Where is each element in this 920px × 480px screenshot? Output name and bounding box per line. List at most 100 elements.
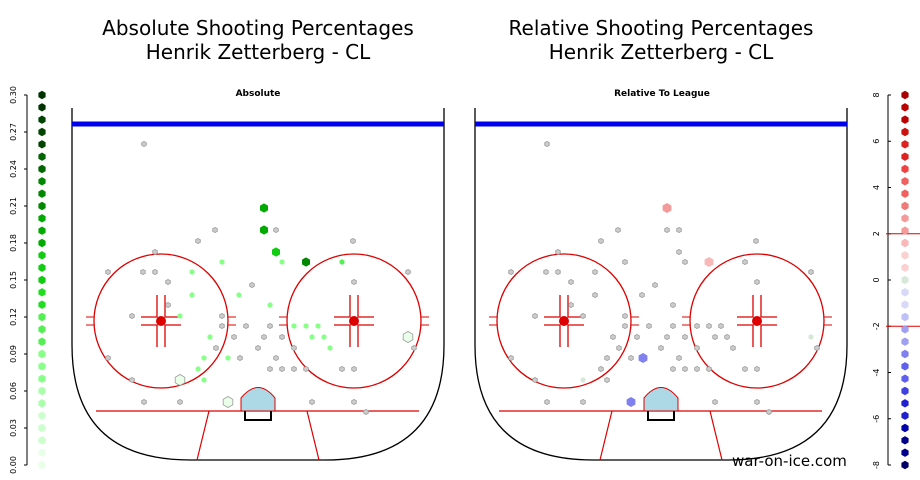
right-shot-point: [622, 312, 628, 320]
right-legend-tick-label: -6: [872, 415, 881, 423]
left-shot-point: [177, 398, 183, 406]
right-shot-point: [555, 268, 561, 276]
left-shot-point: [411, 344, 417, 352]
right-shot-point: [568, 301, 574, 309]
right-legend-swatch: [901, 90, 909, 100]
left-shot-point: [339, 365, 345, 373]
left-net: [244, 411, 272, 421]
right-shot-point: [694, 322, 700, 330]
left-shot-point: [201, 377, 207, 383]
right-shot-point: [808, 334, 814, 340]
right-lmark-left-2: [544, 324, 561, 347]
right-rink: [474, 108, 848, 461]
right-shot-point: [682, 333, 688, 341]
left-legend-swatch: [38, 423, 46, 433]
left-shot-point: [189, 269, 195, 275]
right-shot-point: [568, 278, 574, 286]
left-points: [105, 140, 417, 416]
left-shot-point: [321, 334, 327, 340]
left-shot-point: [339, 259, 345, 265]
right-legend-swatch: [901, 386, 909, 396]
left-shot-point: [351, 278, 357, 286]
right-legend-swatch: [901, 177, 909, 186]
right-lmark-left-0: [544, 295, 561, 318]
right-shot-point: [662, 202, 672, 214]
left-chart-title: Absolute Shooting Percentages Henrik Zet…: [48, 16, 468, 64]
left-shot-point: [279, 333, 285, 341]
right-legend-swatch: [901, 349, 909, 359]
left-shot-point: [140, 268, 146, 276]
left-lmark-right-3: [357, 324, 374, 347]
right-shot-point: [639, 291, 645, 299]
right-shot-point: [664, 226, 670, 234]
right-shot-point: [598, 365, 604, 373]
left-shot-point: [259, 225, 269, 235]
left-shot-point: [141, 140, 147, 148]
right-legend-swatch: [901, 325, 909, 334]
right-legend-swatch: [901, 362, 909, 371]
left-legend-swatch: [38, 362, 46, 371]
right-shot-point: [615, 226, 621, 234]
right-legend-swatch: [901, 436, 909, 445]
right-shot-point: [754, 278, 760, 286]
left-shot-point: [237, 354, 243, 362]
right-legend-swatch: [901, 127, 909, 137]
left-legend-swatch: [38, 374, 46, 383]
left-shot-point: [273, 226, 279, 234]
left-legend-swatch: [38, 152, 46, 161]
right-legend-tick-label: -4: [872, 369, 881, 377]
right-legend-swatch: [901, 374, 909, 383]
left-shot-point: [165, 301, 171, 309]
left-shot-point: [201, 355, 207, 361]
left-shot-point: [255, 344, 261, 352]
right-legend-swatch: [901, 214, 909, 223]
left-shot-point: [279, 365, 285, 373]
left-legend-swatch: [38, 325, 46, 334]
right-shot-point: [592, 268, 598, 276]
right-shot-point: [508, 268, 514, 276]
left-legend-tick-label: 0.27: [9, 123, 18, 141]
left-shot-point: [243, 322, 249, 330]
right-boards: [474, 108, 848, 461]
right-shot-point: [634, 333, 640, 341]
left-shot-point: [291, 323, 297, 329]
right-title-line-2: Henrik Zetterberg - CL: [548, 40, 774, 64]
right-shot-point: [622, 258, 628, 266]
left-shot-point: [402, 331, 414, 343]
right-shot-point: [544, 398, 550, 406]
left-trapezoid-left: [196, 410, 210, 461]
left-shot-point: [309, 398, 315, 406]
left-legend-swatch: [38, 226, 46, 235]
right-shot-point: [730, 344, 736, 352]
left-legend-swatch: [38, 275, 46, 285]
right-lmark-right-3: [760, 324, 777, 347]
left-legend-swatch: [38, 436, 46, 445]
right-shot-point: [724, 333, 730, 341]
right-shot-point: [604, 376, 610, 384]
left-title-line-1: Absolute Shooting Percentages: [102, 16, 414, 40]
left-faceoff-circle-left: [93, 253, 229, 389]
left-legend-tick-label: 0.12: [9, 308, 18, 326]
right-shot-point: [646, 322, 652, 330]
left-legend-swatch: [38, 115, 46, 124]
right-faceoff-dot-left: [559, 316, 569, 326]
left-legend-swatch: [38, 140, 46, 149]
right-legend-swatch: [901, 312, 909, 322]
right-legend-tick-label: 8: [872, 92, 881, 97]
right-points: [508, 140, 820, 416]
left-shot-point: [129, 376, 135, 384]
right-shot-point: [604, 354, 610, 362]
right-panel-label: Relative To League: [614, 89, 710, 99]
left-lmark-right-0: [334, 295, 351, 318]
right-faceoff-circle-left: [496, 253, 632, 389]
left-legend-swatch: [38, 448, 46, 457]
right-shot-point: [580, 312, 586, 320]
right-legend-tick-label: 0: [872, 277, 881, 282]
left-legend-tick-label: 0.15: [9, 271, 18, 289]
right-legend-swatch: [901, 152, 909, 161]
right-legend-swatch: [901, 460, 909, 470]
left-shot-point: [259, 203, 269, 213]
right-legend-swatch: [901, 288, 909, 297]
right-shot-point: [532, 312, 538, 320]
left-shot-point: [219, 259, 225, 265]
